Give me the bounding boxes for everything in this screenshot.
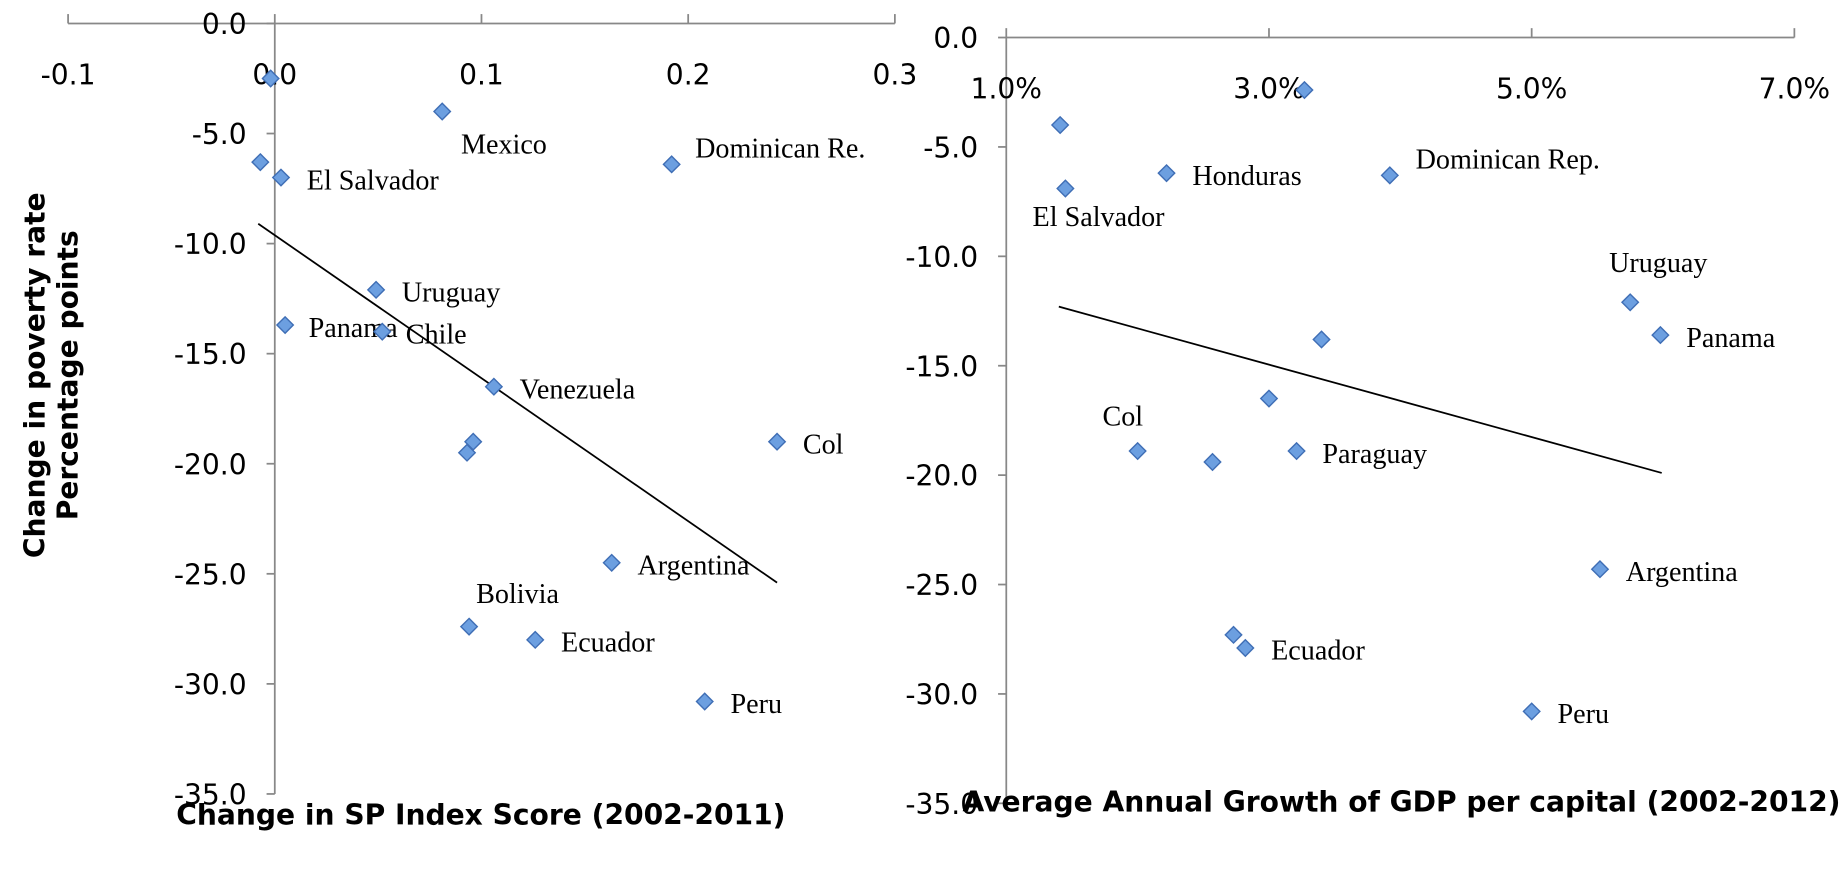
- point-label: Argentina: [1626, 557, 1738, 588]
- x-tick-label: 7.0%: [1759, 73, 1830, 106]
- y-tick-label: -25.0: [174, 558, 247, 591]
- trendline: [1058, 305, 1662, 474]
- y-axis-title: Percentage points: [51, 230, 84, 520]
- point-label: Dominican Rep.: [1416, 144, 1600, 175]
- point: [1050, 115, 1070, 135]
- point: [373, 322, 392, 341]
- point: [1380, 166, 1400, 185]
- y-tick-label: -35.0: [905, 788, 978, 821]
- x-tick-label: 1.0%: [971, 73, 1042, 106]
- point-label: Dominican Re.: [695, 133, 865, 164]
- point: [1224, 625, 1243, 645]
- point-label: Col: [1102, 401, 1143, 432]
- point-label: Argentina: [637, 551, 749, 582]
- point-label: Bolivia: [476, 579, 559, 610]
- x-tick-label: -0.1: [41, 58, 96, 91]
- point-label: Uruguay: [1609, 248, 1707, 279]
- point: [767, 432, 787, 451]
- y-tick-label: -10.0: [905, 241, 978, 274]
- x-tick-label: 5.0%: [1496, 73, 1567, 106]
- x-tick-label: 0.3: [873, 58, 918, 91]
- point-label: Chile: [406, 319, 467, 350]
- point: [1312, 330, 1331, 349]
- point-label: Col: [803, 429, 844, 460]
- point: [366, 280, 386, 300]
- y-tick-label: 0.0: [933, 22, 978, 55]
- point-label: Peru: [1557, 699, 1609, 730]
- x-axis-title: Average Annual Growth of GDP per capital…: [962, 786, 1839, 819]
- point-label: Mexico: [461, 130, 547, 161]
- point-label: Uruguay: [402, 278, 500, 309]
- y-tick-label: -5.0: [923, 131, 978, 164]
- point-label: Panama: [1686, 323, 1776, 354]
- point-label: El Salvador: [307, 165, 440, 196]
- point: [1259, 389, 1279, 408]
- point: [1157, 163, 1176, 183]
- y-tick-label: -5.0: [192, 118, 247, 151]
- point: [433, 102, 452, 121]
- y-tick-label: -20.0: [905, 460, 978, 493]
- point-label: Ecuador: [1271, 636, 1365, 667]
- point: [1056, 179, 1075, 198]
- y-tick-label: -15.0: [905, 350, 978, 383]
- point: [275, 315, 295, 335]
- point: [695, 692, 714, 711]
- x-axis-title: Change in SP Index Score (2002-2011): [176, 798, 785, 831]
- point: [526, 630, 545, 650]
- y-tick-label: -10.0: [174, 228, 247, 261]
- point: [1236, 638, 1255, 658]
- point: [1522, 702, 1541, 721]
- y-tick-label: -35.0: [174, 779, 247, 812]
- point: [1203, 452, 1222, 472]
- point: [1128, 441, 1147, 461]
- point: [457, 443, 477, 462]
- x-tick-label: 0.2: [666, 58, 711, 91]
- point: [662, 155, 681, 174]
- point-label: Ecuador: [561, 628, 655, 659]
- y-axis-title: Change in poverty rate: [19, 192, 52, 558]
- point: [1590, 560, 1610, 579]
- y-tick-label: -25.0: [905, 569, 978, 602]
- point: [1295, 80, 1314, 100]
- x-tick-label: 3.0%: [1233, 73, 1304, 106]
- y-tick-label: -30.0: [174, 668, 247, 701]
- point: [1620, 293, 1640, 312]
- point: [271, 168, 291, 187]
- trendline: [257, 223, 778, 584]
- point: [1287, 441, 1306, 461]
- point-label: Honduras: [1192, 161, 1301, 192]
- point-label: Paraguay: [1322, 439, 1427, 470]
- y-tick-label: -20.0: [174, 448, 247, 481]
- point-label: El Salvador: [1033, 202, 1166, 233]
- y-tick-label: -30.0: [905, 678, 978, 711]
- x-tick-label: 0.1: [459, 58, 504, 91]
- point: [602, 553, 621, 573]
- point-label: Venezuela: [520, 374, 636, 405]
- point: [261, 69, 280, 88]
- y-tick-label: -15.0: [174, 338, 247, 371]
- point: [484, 377, 504, 396]
- point: [251, 152, 270, 172]
- y-tick-label: 0.0: [202, 8, 247, 41]
- point: [459, 617, 479, 636]
- point: [1651, 325, 1670, 345]
- point-label: Peru: [731, 689, 783, 720]
